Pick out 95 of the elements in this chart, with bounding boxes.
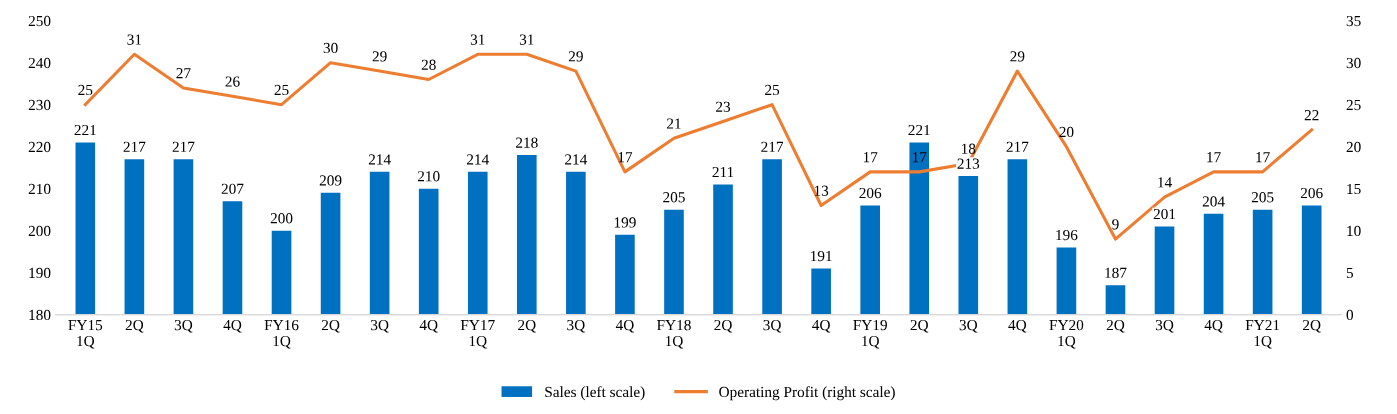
data-label: 22 <box>1304 110 1319 121</box>
y-tick-label: 200 <box>28 225 51 237</box>
data-label: 21 <box>667 118 681 129</box>
data-label: 31 <box>519 34 534 45</box>
x-tick-label: FY17 1Q <box>460 320 495 349</box>
y2-tick-label: 5 <box>1346 267 1354 279</box>
data-label: 18 <box>962 143 976 154</box>
y2-tick-label: 15 <box>1347 183 1361 195</box>
data-label: 211 <box>712 166 734 178</box>
y2-tick-label: 30 <box>1346 57 1361 69</box>
x-tick-label: FY18 1Q <box>657 319 691 349</box>
legend-label: Operating Profit (right scale) <box>719 386 895 401</box>
x-tick-label: 3Q <box>174 319 193 333</box>
y2-tick-label: 0 <box>1346 309 1354 321</box>
data-label: 29 <box>1010 51 1025 62</box>
data-label: 17 <box>912 152 927 163</box>
x-tick-label: 3Q <box>371 319 389 333</box>
data-label: 221 <box>74 124 96 136</box>
x-tick-label: 2Q <box>1106 319 1125 333</box>
data-label: 214 <box>565 154 588 165</box>
x-tick-label: 3Q <box>1155 319 1174 333</box>
data-label: 9 <box>1112 219 1119 230</box>
y-tick-label: 240 <box>28 57 51 69</box>
data-label: 209 <box>319 175 342 186</box>
data-label: 207 <box>221 183 244 194</box>
data-label: 217 <box>172 141 195 152</box>
x-tick-label: 3Q <box>763 319 782 333</box>
data-label: 13 <box>814 185 829 196</box>
data-label: 201 <box>1153 208 1176 220</box>
data-label: 204 <box>1202 196 1225 207</box>
data-label: 200 <box>270 213 293 224</box>
data-label: 206 <box>859 187 882 199</box>
x-tick-label: 2Q <box>910 319 929 333</box>
data-label: 17 <box>1207 152 1221 163</box>
x-tick-label: 2Q <box>1303 319 1321 333</box>
data-label: 29 <box>372 51 387 62</box>
x-tick-label: 2Q <box>321 319 340 333</box>
x-tick-label: 2Q <box>125 319 144 333</box>
y-tick-label: 190 <box>29 267 51 279</box>
y-tick-label: 230 <box>28 99 51 111</box>
x-tick-label: 4Q <box>223 319 242 333</box>
data-label: 217 <box>123 141 146 152</box>
y-tick-label: 220 <box>28 141 51 153</box>
x-tick-label: FY16 1Q <box>264 319 299 349</box>
y-tick-label: 250 <box>28 15 51 27</box>
data-label: 218 <box>516 137 538 148</box>
data-label: 217 <box>761 141 784 152</box>
data-label: 210 <box>417 171 440 182</box>
data-label: 25 <box>78 84 93 96</box>
data-label: 17 <box>1256 152 1270 163</box>
data-label: 14 <box>1158 177 1172 188</box>
x-tick-label: 2Q <box>714 319 733 333</box>
y2-tick-label: 35 <box>1346 15 1361 27</box>
data-label: 25 <box>765 84 780 96</box>
data-label: 17 <box>863 152 878 163</box>
data-label: 217 <box>1006 141 1029 152</box>
data-label: 26 <box>225 76 240 87</box>
data-label: 221 <box>908 124 930 136</box>
x-tick-label: FY20 1Q <box>1049 319 1084 349</box>
data-label: 30 <box>323 42 338 54</box>
data-label: 31 <box>470 34 485 45</box>
data-label: 199 <box>614 217 636 228</box>
y-tick-label: 210 <box>28 183 51 195</box>
x-tick-label: 4Q <box>419 319 438 333</box>
data-label: 17 <box>618 152 633 163</box>
x-tick-label: 3Q <box>567 319 585 333</box>
data-label: 196 <box>1056 229 1078 241</box>
y2-tick-label: 25 <box>1346 99 1361 111</box>
legend-label: Sales (left scale) <box>545 386 645 401</box>
data-label: 206 <box>1300 187 1323 199</box>
data-label: 28 <box>421 59 436 70</box>
data-label: 31 <box>127 34 142 45</box>
data-label: 23 <box>716 101 731 112</box>
data-label: 205 <box>663 192 685 203</box>
y2-tick-label: 20 <box>1346 141 1361 153</box>
x-tick-label: 2Q <box>518 319 536 333</box>
data-label: 25 <box>274 84 289 96</box>
data-label: 191 <box>811 250 832 262</box>
x-tick-label: 4Q <box>1008 319 1027 333</box>
data-label: 29 <box>568 51 583 62</box>
x-tick-label: 4Q <box>812 319 831 333</box>
x-tick-label: 4Q <box>615 319 634 333</box>
data-label: 20 <box>1059 126 1074 138</box>
x-tick-label: 4Q <box>1204 319 1223 333</box>
y-tick-label: 180 <box>29 309 51 321</box>
x-tick-label: FY19 1Q <box>853 319 887 349</box>
y2-tick-label: 10 <box>1347 225 1361 237</box>
x-tick-label: 3Q <box>959 319 978 333</box>
x-tick-label: FY15 1Q <box>68 320 103 349</box>
data-label: 214 <box>466 154 489 165</box>
data-label: 27 <box>176 68 191 79</box>
data-label: 214 <box>368 154 391 165</box>
data-label: 187 <box>1105 267 1127 278</box>
x-tick-label: FY21 1Q <box>1245 319 1280 349</box>
data-label: 205 <box>1251 192 1274 203</box>
